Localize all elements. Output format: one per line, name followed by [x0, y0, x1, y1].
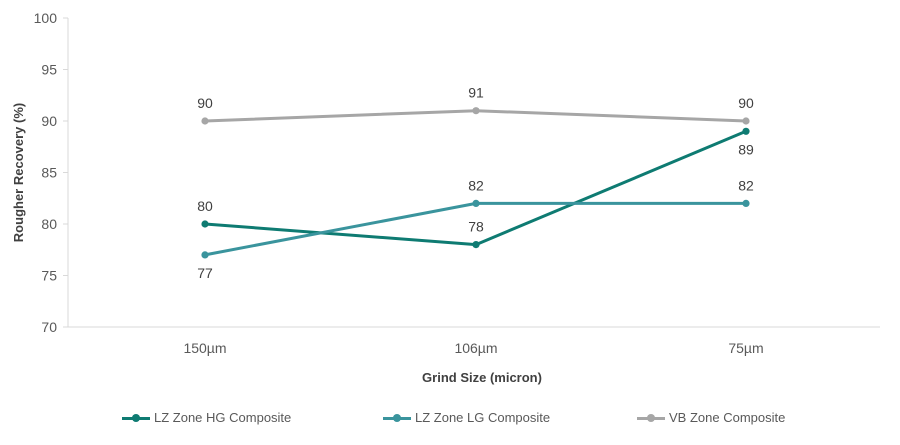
- x-tick-label: 150µm: [183, 340, 226, 356]
- y-tick-label: 75: [41, 268, 57, 284]
- y-tick-label: 100: [34, 10, 58, 26]
- legend-item-vb-zone-composite: VB Zone Composite: [637, 410, 785, 425]
- legend-swatch: [637, 411, 665, 425]
- data-point-vb-zone-composite: [472, 107, 480, 115]
- data-label-vb-zone-composite: 91: [468, 85, 484, 101]
- data-point-lz-zone-lg-composite: [742, 199, 750, 207]
- y-axis-title: Rougher Recovery (%): [11, 103, 26, 242]
- data-point-lz-zone-hg-composite: [742, 127, 750, 135]
- legend-item-lz-zone-lg-composite: LZ Zone LG Composite: [383, 410, 550, 425]
- data-label-vb-zone-composite: 90: [197, 95, 213, 111]
- y-tick-label: 70: [41, 319, 57, 335]
- x-axis-ticks: 150µm 106µm 75µm: [183, 340, 763, 356]
- x-tick-label: 75µm: [728, 340, 763, 356]
- x-tick-label: 106µm: [454, 340, 497, 356]
- data-label-lz-zone-lg-composite: 82: [738, 177, 754, 193]
- data-label-lz-zone-hg-composite: 89: [738, 141, 754, 157]
- data-point-lz-zone-lg-composite: [472, 199, 480, 207]
- y-tick-label: 90: [41, 113, 57, 129]
- series-layer: [201, 107, 750, 259]
- y-tick-label: 85: [41, 165, 57, 181]
- data-point-vb-zone-composite: [201, 117, 209, 125]
- data-point-lz-zone-hg-composite: [472, 241, 480, 249]
- data-point-vb-zone-composite: [742, 117, 750, 125]
- y-tick-label: 80: [41, 216, 57, 232]
- data-label-lz-zone-hg-composite: 80: [197, 198, 213, 214]
- x-axis-title: Grind Size (micron): [422, 370, 542, 385]
- data-label-vb-zone-composite: 90: [738, 95, 754, 111]
- legend-item-lz-zone-hg-composite: LZ Zone HG Composite: [122, 410, 291, 425]
- data-label-lz-zone-lg-composite: 77: [197, 265, 213, 281]
- data-label-lz-zone-hg-composite: 78: [468, 219, 484, 235]
- data-point-lz-zone-hg-composite: [201, 220, 209, 228]
- legend-swatch: [122, 411, 150, 425]
- legend-label: VB Zone Composite: [669, 410, 786, 425]
- legend-swatch: [383, 411, 411, 425]
- chart-legend: LZ Zone HG Composite LZ Zone LG Composite…: [0, 410, 900, 434]
- legend-label: LZ Zone LG Composite: [415, 410, 551, 425]
- legend-label: LZ Zone HG Composite: [154, 410, 292, 425]
- data-label-lz-zone-lg-composite: 82: [468, 177, 484, 193]
- data-point-lz-zone-lg-composite: [201, 251, 209, 259]
- data-labels: 80 78 89 77 82 82 90 91 90: [197, 85, 754, 281]
- y-axis-ticks: 70 75 80 85 90 95 100: [34, 10, 68, 335]
- y-tick-label: 95: [41, 62, 57, 78]
